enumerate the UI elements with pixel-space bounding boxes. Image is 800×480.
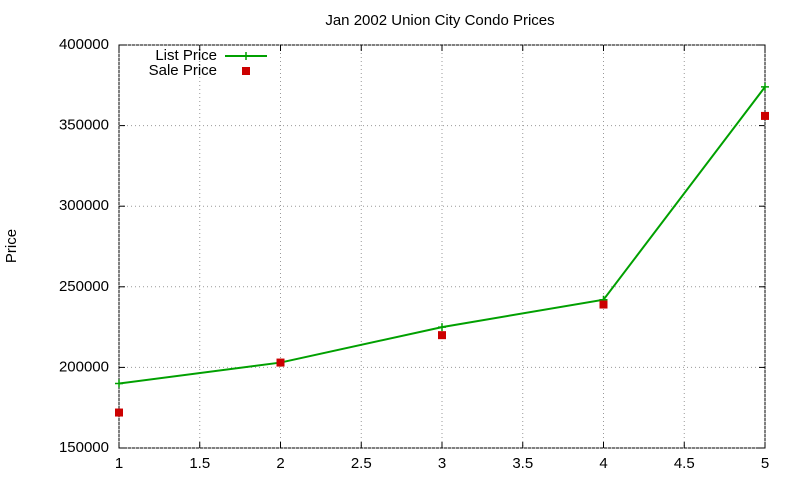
x-tick-label: 4.5 [674,455,695,472]
chart-title: Jan 2002 Union City Condo Prices [325,12,554,29]
x-tick-label: 1 [115,455,123,472]
x-tick-label: 4 [599,455,607,472]
point-marker [761,111,769,120]
point-marker [276,358,285,367]
y-tick-label: 250000 [59,278,109,295]
point-marker [115,408,123,417]
point-marker [438,323,446,332]
point-marker [761,82,769,91]
y-tick-label: 150000 [59,439,109,456]
point-marker [438,331,446,340]
point-marker [115,379,123,388]
x-tick-label: 3.5 [512,455,533,472]
y-tick-label: 300000 [59,197,109,214]
legend-label: Sale Price [149,62,217,79]
x-tick-label: 3 [438,455,446,472]
y-axis-label: Price [3,229,20,263]
legend-marker [242,67,250,75]
y-tick-label: 200000 [59,358,109,375]
x-tick-label: 2 [276,455,284,472]
y-tick-label: 400000 [59,36,109,53]
y-tick-label: 350000 [59,117,109,134]
x-tick-label: 1.5 [189,455,210,472]
x-tick-label: 2.5 [351,455,372,472]
x-tick-label: 5 [761,455,769,472]
point-marker [599,300,608,309]
legend-marker [242,52,250,60]
legend-label: List Price [155,47,217,64]
